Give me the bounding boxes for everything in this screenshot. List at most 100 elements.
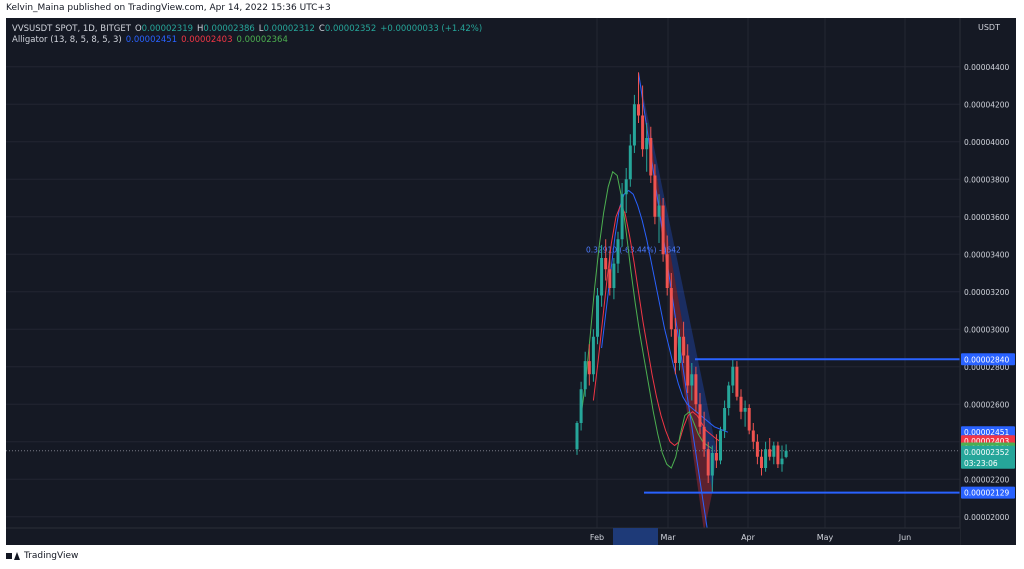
time-tick-label: Mar <box>660 533 676 542</box>
candle-down <box>735 366 739 397</box>
candle-down <box>686 355 690 386</box>
candle-up <box>596 295 599 337</box>
lips-value: 0.00002364 <box>236 35 288 45</box>
price-tick-label: 0.00003800 <box>964 175 1010 184</box>
jaw-value: 0.00002451 <box>125 35 178 45</box>
price-axis-title: USDT <box>978 23 1000 32</box>
candle-down <box>682 336 686 356</box>
candle-up <box>731 366 735 386</box>
measure-zone-red <box>638 72 713 532</box>
candle-up <box>616 239 620 264</box>
candlesticks <box>575 72 788 493</box>
price-label-close: 0.00002352 <box>964 448 1010 457</box>
horizontal-levels <box>644 358 960 494</box>
candle-up <box>690 374 694 386</box>
time-tick-label: Feb <box>590 533 604 542</box>
candle-up <box>784 450 788 457</box>
time-tick-label: Jun <box>898 533 912 542</box>
publisher-line: Kelvin_Maina published on TradingView.co… <box>6 3 331 13</box>
price-tick-label: 0.00003000 <box>964 325 1010 334</box>
level-price-label: 0.00002840 <box>964 355 1010 364</box>
footer-brand: TradingView <box>6 551 78 561</box>
low-value: 0.00002312 <box>263 24 315 34</box>
candle-up <box>727 385 731 408</box>
candle-down <box>661 205 665 255</box>
tradingview-logo-icon <box>6 552 20 560</box>
price-label-teeth: 0.00002403 <box>964 437 1010 446</box>
high-label: H <box>197 24 204 34</box>
candle-down <box>669 288 673 330</box>
countdown-bg <box>961 456 1015 469</box>
candle-up <box>719 430 722 461</box>
time-axis: Feb Mar Apr May Jun <box>6 527 960 545</box>
candle-down <box>653 175 657 217</box>
time-axis-bg <box>6 528 960 545</box>
price-tick-label: 0.00002200 <box>964 475 1010 484</box>
candle-down <box>587 361 591 375</box>
open-value: 0.00002319 <box>141 24 194 34</box>
price-tick-label: 0.00004200 <box>964 100 1010 109</box>
candle-down <box>776 445 780 465</box>
candle-up <box>583 361 587 390</box>
chart-pane[interactable]: 0.32910 (-63.44%) -0642 USDT 0.00002000 0… <box>6 18 1016 545</box>
price-tick-label: 0.00002000 <box>964 513 1010 522</box>
price-label-jaw: 0.00002451 <box>964 428 1010 437</box>
price-tick-label: 0.00002800 <box>964 363 1010 372</box>
candle-up <box>628 145 632 180</box>
candle-up <box>575 423 579 450</box>
low-label: L <box>258 24 264 34</box>
candle-down <box>760 456 763 468</box>
price-tick-label: 0.00004000 <box>964 138 1010 147</box>
price-tick-label: 0.00003200 <box>964 288 1010 297</box>
level-price-label-bg <box>961 353 1015 366</box>
candle-down <box>739 396 743 412</box>
time-tick-label: Apr <box>741 533 756 542</box>
indicator-name: Alligator (13, 8, 5, 8, 5, 3) <box>12 35 122 45</box>
candle-up <box>579 389 583 423</box>
level-price-label-bg <box>961 486 1015 499</box>
price-tick-label: 0.00003600 <box>964 213 1010 222</box>
candle-down <box>673 329 677 363</box>
candle-up <box>632 104 636 146</box>
candle-down <box>637 104 640 116</box>
candle-up <box>723 408 727 431</box>
candle-down <box>768 449 772 457</box>
candle-down <box>755 441 759 457</box>
legend-indicator-row: Alligator (13, 8, 5, 8, 5, 3) 0.00002451 0… <box>12 35 486 46</box>
close-label: C <box>318 24 325 34</box>
measure-label: 0.32910 (-63.44%) -0642 <box>586 245 681 254</box>
candle-up <box>620 194 624 240</box>
price-tick-label: 0.00003400 <box>964 250 1010 259</box>
countdown-label: 03:23:06 <box>964 459 998 468</box>
teeth-value: 0.00002403 <box>181 35 233 45</box>
candle-down <box>751 430 755 442</box>
chart-legend: VVSUSDT SPOT, 1D, BITGET O0.00002319 H0.00… <box>12 24 486 46</box>
candle-down <box>747 408 751 431</box>
time-range-highlight <box>613 528 658 545</box>
candle-down <box>641 115 645 150</box>
alligator-lips-line <box>580 170 713 469</box>
candle-down <box>706 449 710 476</box>
price-labels: 0.00002840 0.00002129 0.000024510.00002403… <box>961 353 1015 499</box>
price-chart[interactable]: 0.32910 (-63.44%) -0642 USDT 0.00002000 0… <box>6 18 1016 545</box>
candle-up <box>743 408 747 412</box>
symbol-label: VVSUSDT SPOT, 1D, BITGET <box>12 24 131 34</box>
candle-up <box>780 458 784 465</box>
brand-name: TradingView <box>24 551 79 561</box>
time-tick-label: May <box>817 533 834 542</box>
candle-up <box>657 205 661 217</box>
price-label-close-bg <box>961 445 1015 458</box>
candle-down <box>702 426 706 450</box>
candle-up <box>591 336 595 375</box>
candle-down <box>714 453 718 461</box>
close-value: 0.00002352 <box>324 24 377 34</box>
legend-ohlc-row: VVSUSDT SPOT, 1D, BITGET O0.00002319 H0.00… <box>12 24 486 35</box>
high-value: 0.00002386 <box>203 24 255 34</box>
candle-down <box>694 374 698 405</box>
price-tick-label: 0.00002600 <box>964 400 1010 409</box>
candle-up <box>612 263 616 288</box>
candle-down <box>604 258 608 270</box>
candle-up <box>645 138 649 150</box>
change-value: +0.00000033 (+1.42%) <box>380 24 483 34</box>
